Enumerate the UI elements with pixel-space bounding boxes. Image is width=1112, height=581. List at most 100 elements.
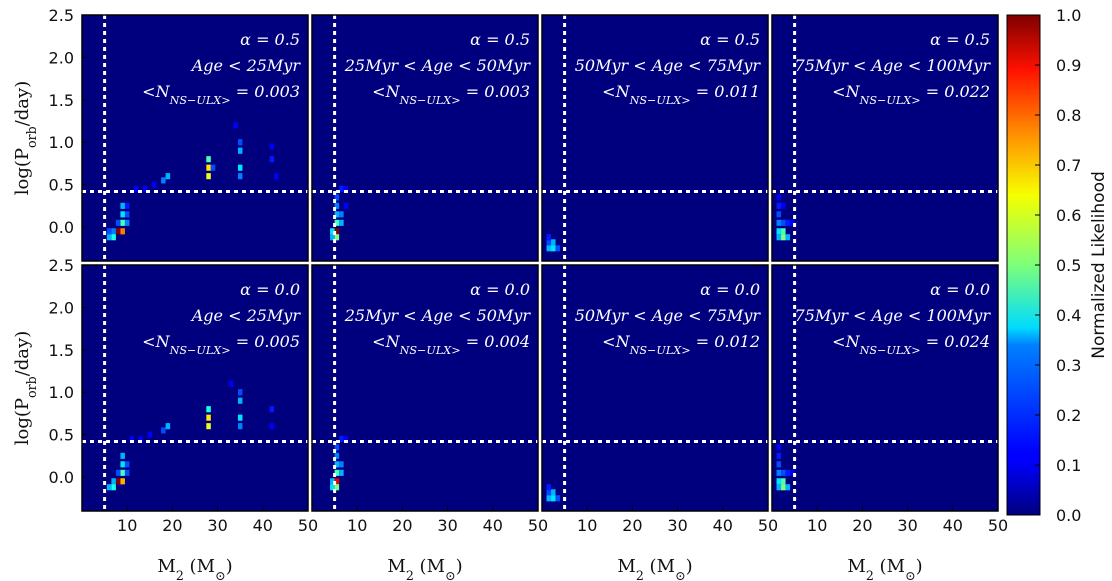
panel-frame [771, 264, 999, 512]
panel-frame [541, 264, 769, 512]
heatmap-cell [339, 461, 344, 468]
panel-count-label: <NNS−ULX> = 0.004 [372, 332, 530, 357]
x-tick-label: 40 [483, 516, 503, 535]
heatmap-cell [274, 173, 279, 180]
heatmap-cell [269, 143, 275, 150]
heatmap-cell [206, 414, 211, 421]
heatmap-cell [334, 194, 340, 201]
x-tick-label: 40 [253, 516, 273, 535]
colorbar-tick-label: 0.4 [1056, 306, 1081, 325]
heatmap-cell [120, 219, 125, 226]
heatmap-cell [776, 478, 782, 485]
colorbar [1006, 14, 1041, 516]
heatmap-cell [343, 202, 349, 209]
heatmap-cell [776, 444, 782, 451]
heatmap-cell [551, 245, 556, 252]
heatmap-cell [546, 495, 552, 502]
heatmap-cell [124, 219, 130, 226]
panel-frame [81, 14, 309, 262]
heatmap-cell [124, 202, 130, 209]
x-tick-label: 30 [667, 516, 687, 535]
x-tick-label: 50 [758, 516, 778, 535]
colorbar-tick-label: 0.7 [1056, 156, 1081, 175]
heatmap-cell [120, 452, 125, 459]
colorbar-tick-label: 0.6 [1056, 206, 1081, 225]
heatmap-cell [781, 484, 786, 491]
heatmap-cell [138, 435, 144, 442]
heatmap-cell [334, 452, 340, 459]
heatmap-cell [133, 185, 139, 192]
heatmap-cell [237, 173, 243, 180]
heatmap-cell [106, 484, 112, 491]
heatmap-cell [152, 181, 157, 188]
heatmap-cell [330, 478, 335, 485]
heatmap-cell [237, 397, 243, 404]
heatmap-cell [334, 478, 340, 485]
y-axis-label: log(Porb/day) [12, 81, 39, 195]
heatmap-cell [111, 234, 116, 241]
heatmap-cell [781, 478, 786, 485]
y-tick-label: 1.5 [49, 341, 74, 360]
heatmap-cell [551, 495, 556, 502]
heatmap-cell [781, 234, 786, 241]
heatmap-cell [206, 164, 211, 171]
x-tick-label: 30 [897, 516, 917, 535]
heatmap-cell [237, 414, 243, 421]
heatmap-cell [228, 380, 234, 387]
panel-age-label: 50Myr < Age < 75Myr [575, 306, 762, 325]
heatmap-cell [785, 219, 791, 226]
heatmap-cell [143, 185, 148, 192]
heatmap-cell [165, 173, 171, 180]
heatmap-cell [206, 423, 211, 430]
y-tick-label: 0.0 [49, 468, 74, 487]
heatmap-cell [330, 484, 335, 491]
colorbar-tick-label: 1.0 [1056, 6, 1081, 25]
heatmap-cell [776, 461, 782, 468]
panel-count-label: <NNS−ULX> = 0.024 [832, 332, 990, 357]
heatmap-cell [111, 484, 116, 491]
x-tick-label: 10 [807, 516, 827, 535]
heatmap-cell [776, 219, 782, 226]
y-tick-label: 2.5 [49, 256, 74, 275]
heatmap-cell [269, 423, 275, 430]
x-tick-label: 20 [162, 516, 182, 535]
x-tick-label: 20 [392, 516, 412, 535]
heatmap-cell [206, 156, 211, 163]
heatmap-cell [334, 469, 340, 476]
x-tick-label: 50 [298, 516, 318, 535]
heatmap-cell [120, 469, 125, 476]
heatmap-cell [124, 211, 130, 218]
heatmap-cell [334, 484, 340, 491]
heatmap-cell [776, 452, 782, 459]
heatmap-cell [120, 211, 125, 218]
heatmap-cell [330, 234, 335, 241]
heatmap-cell [785, 469, 791, 476]
colorbar-tick-label: 0.2 [1056, 406, 1081, 425]
y-tick-label: 0.5 [49, 426, 74, 445]
heatmap-cell [165, 423, 171, 430]
heatmap-cell [120, 202, 125, 209]
panel-count-label: <NNS−ULX> = 0.005 [142, 332, 300, 357]
heatmap-cell [555, 245, 561, 252]
heatmap-cell [115, 228, 121, 235]
heatmap-cell [776, 211, 782, 218]
panel-count-label: <NNS−ULX> = 0.022 [832, 82, 990, 107]
heatmap-cell [106, 234, 112, 241]
heatmap-cell [330, 228, 335, 235]
panel-frame [81, 264, 309, 512]
panel-background [312, 15, 538, 261]
x-axis-label: M2 (M⊙) [847, 556, 922, 581]
heatmap-cell [551, 489, 556, 496]
heatmap-cell [115, 478, 121, 485]
heatmap-cell [546, 239, 552, 246]
heatmap-cell [161, 177, 166, 184]
panel-frame [541, 14, 769, 262]
heatmap-cell [334, 219, 340, 226]
heatmap-cell [120, 228, 125, 235]
colorbar-label: Normalized Likelihood [1089, 171, 1109, 359]
panel-alpha-label: α = 0.5 [470, 30, 530, 49]
heatmap-cell [115, 219, 121, 226]
panel-alpha-label: α = 0.0 [240, 280, 300, 299]
panel-count-label: <NNS−ULX> = 0.011 [602, 82, 760, 107]
